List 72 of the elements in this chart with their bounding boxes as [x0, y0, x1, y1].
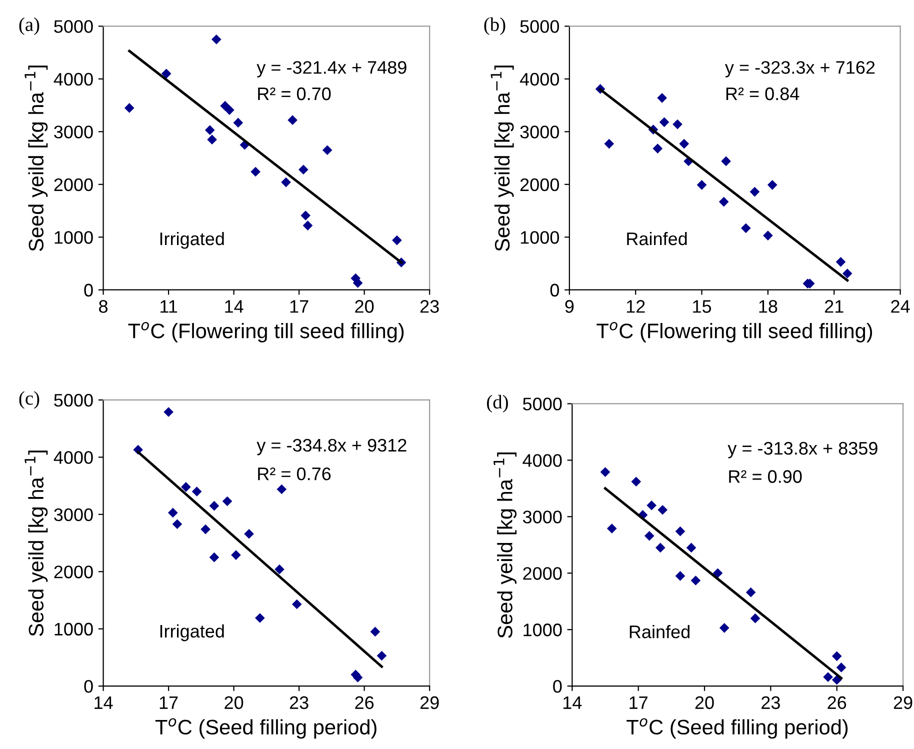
chart-title: (c) [19, 391, 40, 409]
x-axis-title: T$^{o}$C (Flowering till seed filling) [128, 322, 404, 342]
annotation: R² = 0.84 [726, 87, 800, 100]
annotation: y = -334.8x + 9312 [256, 438, 406, 456]
y-tick-label: 3000 [54, 508, 93, 522]
y-tick-label: 5000 [54, 20, 93, 33]
x-tick-label: 14 [94, 696, 113, 709]
chart-title: (a) [19, 17, 40, 36]
x-tick-label: 11 [160, 300, 178, 313]
x-tick-label: 15 [693, 300, 712, 313]
x-tick-label: 29 [894, 696, 912, 710]
x-tick-label: 23 [762, 696, 780, 710]
y-tick-label: 5000 [54, 394, 93, 407]
y-tick-label: 3000 [520, 126, 559, 138]
y-tick-label: 4000 [520, 72, 559, 86]
x-tick-label: 23 [420, 300, 439, 313]
chart-title: (b) [484, 17, 506, 36]
y-tick-label: 0 [553, 680, 562, 693]
x-tick-label: 29 [420, 696, 439, 710]
y-tick-label: 1000 [54, 231, 93, 244]
annotation: y = -321.4x + 7489 [256, 61, 406, 78]
y-tick-label: 1000 [524, 624, 562, 636]
x-tick-label: 26 [355, 696, 374, 710]
y-tick-label: 1000 [54, 622, 93, 636]
y-tick-label: 0 [550, 284, 559, 297]
x-tick-label: 18 [759, 300, 778, 313]
y-tick-label: 0 [84, 680, 93, 693]
y-axis-title: Seed yeild [kg ha$^{−1}$] [494, 452, 517, 638]
x-tick-label: 8 [99, 300, 108, 313]
x-axis-title: T$^{o}$C (Flowering till seed filling) [596, 322, 872, 342]
x-tick-label: 23 [290, 696, 308, 710]
y-tick-label: 3000 [522, 510, 562, 524]
y-tick-label: 3000 [54, 126, 93, 138]
y-tick-label: 2000 [54, 178, 93, 192]
x-tick-label: 17 [630, 696, 648, 709]
x-tick-label: 26 [828, 696, 846, 710]
y-tick-label: 5000 [523, 398, 562, 410]
x-tick-label: 21 [824, 300, 844, 313]
annotation: y = -323.3x + 7162 [724, 61, 875, 78]
x-tick-label: 14 [225, 300, 244, 313]
x-tick-label: 12 [626, 300, 645, 313]
annotation: Irrigated [160, 232, 224, 249]
annotation: Rainfed [630, 624, 690, 638]
x-tick-label: 20 [695, 696, 714, 710]
y-axis-title: Seed yeild [kg ha$^{−1}$] [490, 66, 514, 252]
y-tick-label: 5000 [520, 20, 559, 33]
chart-title: (d) [486, 394, 508, 413]
annotation: y = -313.8x + 8359 [728, 442, 878, 458]
y-tick-label: 2000 [54, 566, 93, 578]
x-axis-title: T$^{o}$C (Seed filling period) [626, 718, 848, 739]
y-tick-label: 1000 [520, 231, 559, 244]
annotation: R² = 0.76 [258, 467, 331, 480]
y-tick-label: 2000 [523, 567, 562, 580]
y-tick-label: 4000 [54, 451, 93, 464]
x-tick-label: 14 [564, 696, 582, 709]
annotation: R² = 0.70 [258, 87, 331, 100]
x-tick-label: 17 [160, 696, 178, 709]
x-tick-label: 17 [290, 300, 308, 313]
x-tick-label: 20 [355, 300, 374, 313]
x-axis-title: T$^{o}$C (Seed filling period) [155, 718, 376, 739]
x-tick-label: 9 [565, 300, 574, 313]
annotation: R² = 0.90 [729, 470, 802, 483]
y-tick-label: 4000 [54, 72, 93, 86]
annotation: Rainfed [627, 232, 687, 246]
y-tick-label: 2000 [520, 178, 559, 192]
y-axis-title: Seed yeild [kg ha$^{−1}$] [24, 450, 48, 636]
x-tick-label: 20 [224, 696, 244, 710]
y-tick-label: 4000 [522, 454, 562, 467]
y-tick-label: 0 [84, 284, 93, 297]
annotation: Irrigated [160, 624, 224, 642]
x-tick-label: 24 [891, 300, 910, 313]
y-axis-title: Seed yeild [kg ha$^{−1}$] [24, 66, 48, 252]
